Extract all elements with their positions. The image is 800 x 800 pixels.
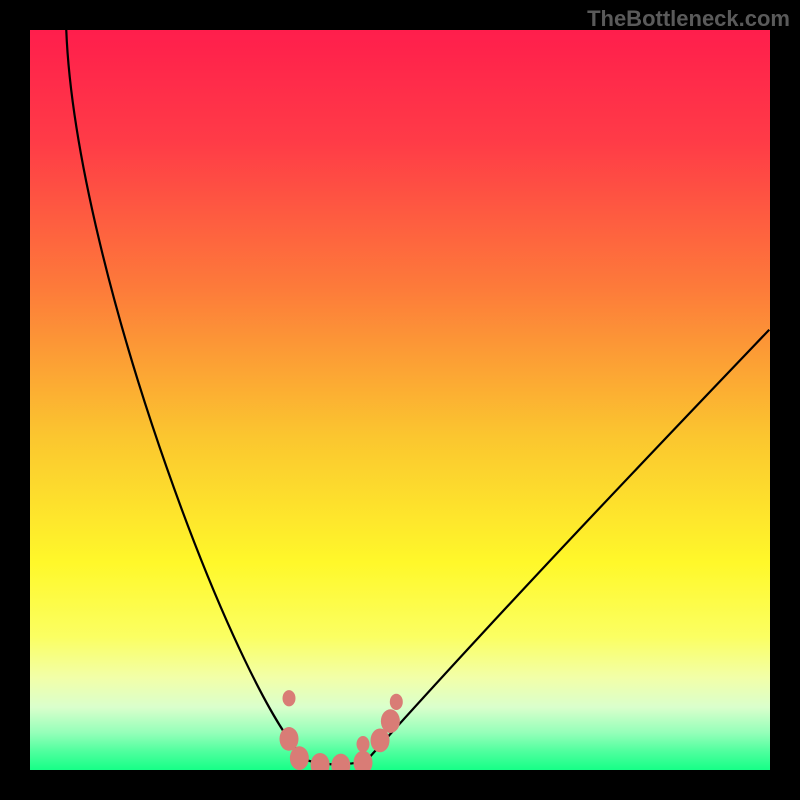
- curve-marker: [290, 746, 309, 770]
- chart-frame: TheBottleneck.com: [0, 0, 800, 800]
- watermark-text: TheBottleneck.com: [587, 6, 790, 32]
- curve-overlay: [30, 30, 770, 770]
- curve-marker: [354, 751, 373, 770]
- bottleneck-curve: [66, 30, 769, 764]
- curve-markers: [280, 690, 403, 770]
- curve-marker: [357, 736, 370, 752]
- curve-marker: [390, 694, 403, 710]
- curve-marker: [381, 709, 400, 733]
- curve-marker: [331, 754, 350, 770]
- curve-marker: [283, 690, 296, 706]
- plot-area: [30, 30, 770, 770]
- curve-marker: [311, 753, 330, 770]
